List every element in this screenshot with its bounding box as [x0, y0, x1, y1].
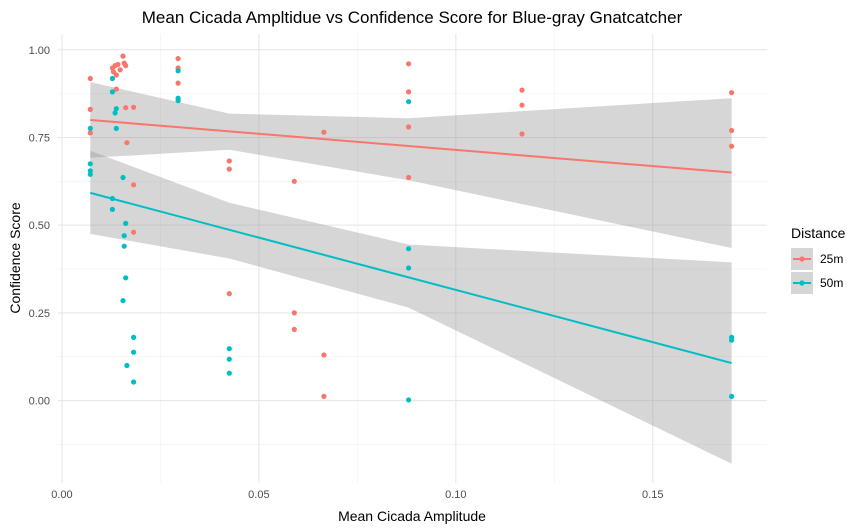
data-point-25m: [113, 72, 119, 78]
confidence-ribbon-50m: [90, 150, 732, 464]
x-tick-label: 0.05: [248, 489, 269, 501]
data-point-50m: [87, 161, 93, 167]
data-points: [87, 53, 735, 403]
legend-label-50m: 50m: [820, 276, 843, 290]
data-point-50m: [109, 195, 115, 202]
data-point-25m: [321, 393, 327, 399]
data-point-50m: [121, 243, 127, 249]
data-point-25m: [729, 127, 735, 134]
data-point-25m: [117, 67, 123, 73]
data-point-25m: [519, 87, 525, 93]
data-point-50m: [131, 334, 137, 340]
legend: Distance 25m 50m: [791, 225, 846, 294]
y-tick-label: 0.75: [29, 132, 50, 144]
data-point-25m: [120, 53, 126, 59]
data-point-50m: [226, 356, 232, 362]
data-point-25m: [175, 80, 181, 86]
data-point-25m: [131, 104, 137, 110]
data-point-25m: [519, 102, 525, 108]
data-point-25m: [729, 90, 735, 96]
data-point-25m: [113, 86, 119, 92]
legend-label-25m: 25m: [820, 252, 843, 266]
data-point-50m: [226, 370, 232, 376]
data-point-50m: [120, 298, 126, 304]
tick-labels: 0.00 0.05 0.10 0.15 0.00 0.25 0.50 0.75 1.00: [29, 45, 664, 501]
confidence-ribbons: [90, 82, 732, 464]
data-point-50m: [121, 233, 127, 239]
legend-key-point: [799, 256, 805, 262]
data-point-50m: [87, 125, 93, 131]
x-axis-title: Mean Cicada Amplitude: [338, 508, 486, 524]
confidence-ribbon-25m: [90, 82, 732, 248]
data-point-50m: [406, 246, 412, 252]
data-point-50m: [131, 379, 137, 385]
data-point-25m: [321, 352, 327, 358]
data-point-50m: [123, 275, 129, 281]
data-point-25m: [519, 131, 525, 137]
data-point-50m: [226, 346, 232, 352]
data-point-50m: [109, 206, 115, 212]
data-point-25m: [291, 326, 297, 332]
data-point-25m: [406, 61, 412, 67]
y-tick-label: 1.00: [29, 45, 50, 57]
data-point-50m: [729, 393, 735, 399]
data-point-25m: [321, 129, 327, 135]
data-point-50m: [131, 349, 137, 355]
data-point-50m: [406, 99, 412, 105]
data-point-50m: [406, 265, 412, 271]
x-tick-label: 0.10: [445, 489, 466, 501]
legend-title: Distance: [791, 225, 846, 241]
data-point-50m: [729, 337, 735, 343]
y-tick-label: 0.50: [29, 220, 50, 232]
data-point-50m: [406, 397, 412, 403]
data-point-50m: [112, 110, 118, 116]
data-point-25m: [87, 106, 93, 112]
data-point-25m: [131, 229, 137, 235]
data-point-25m: [291, 178, 297, 184]
data-point-25m: [226, 166, 232, 172]
data-point-25m: [123, 63, 129, 69]
data-point-25m: [226, 291, 232, 297]
data-point-25m: [729, 143, 735, 149]
data-point-25m: [123, 105, 129, 111]
fit-line-50m: [90, 191, 732, 364]
legend-key-point: [799, 280, 805, 286]
x-tick-label: 0.00: [51, 489, 72, 501]
data-point-25m: [291, 310, 297, 316]
data-point-50m: [123, 220, 129, 226]
data-point-25m: [406, 89, 412, 95]
fit-line-25m: [90, 118, 732, 174]
fit-lines: [90, 118, 732, 364]
x-tick-label: 0.15: [642, 489, 663, 501]
y-tick-label: 0.25: [29, 308, 50, 320]
y-axis-title: Confidence Score: [7, 202, 23, 314]
data-point-25m: [406, 124, 412, 130]
data-point-50m: [113, 125, 119, 131]
data-point-25m: [226, 158, 232, 164]
chart-title: Mean Cicada Ampltidue vs Confidence Scor…: [142, 8, 683, 27]
data-point-25m: [87, 75, 93, 82]
data-point-25m: [175, 56, 181, 62]
data-point-50m: [87, 171, 93, 177]
data-point-50m: [109, 89, 115, 95]
data-point-50m: [113, 106, 119, 112]
grid: [58, 34, 767, 483]
data-point-25m: [131, 182, 137, 188]
data-point-50m: [109, 75, 115, 82]
data-point-50m: [124, 362, 130, 369]
y-tick-label: 0.00: [29, 396, 50, 408]
data-point-25m: [124, 140, 130, 146]
data-point-25m: [115, 61, 121, 68]
data-point-25m: [406, 174, 412, 181]
data-point-25m: [87, 130, 93, 136]
data-point-50m: [120, 174, 126, 181]
data-point-50m: [175, 98, 181, 104]
data-point-50m: [175, 68, 181, 74]
